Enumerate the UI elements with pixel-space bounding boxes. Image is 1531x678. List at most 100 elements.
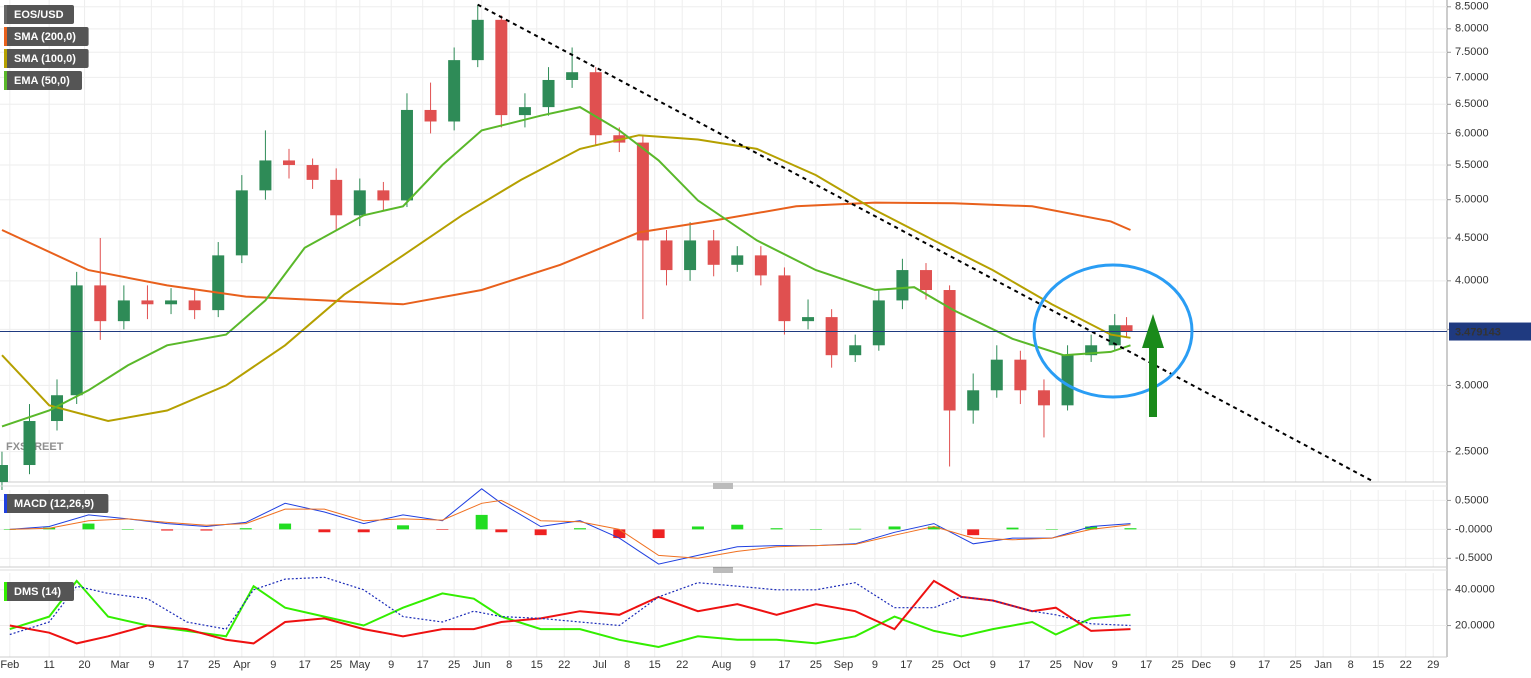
y-tick-label: 3.0000 [1455,379,1489,391]
y-tick-label: 6.0000 [1455,127,1489,139]
candle-body [849,345,862,356]
candle-body [660,240,673,271]
histogram-bar [652,529,665,539]
legend-swatch [4,49,7,68]
candle-body [920,270,933,291]
candle-body [896,270,909,301]
candle-body [518,107,531,116]
histogram-bar [82,523,95,530]
candle-body [778,275,791,322]
legend-box [4,27,89,46]
candle-body [872,300,885,346]
x-tick-label: 9 [990,659,996,671]
y-tick-label: 7.0000 [1455,71,1489,83]
histogram-bar [279,523,292,530]
x-tick-label: Dec [1191,659,1211,671]
legend-swatch [4,71,7,90]
x-tick-label: 15 [531,659,543,671]
candle-body [707,240,720,265]
histogram-bar [573,528,586,530]
x-tick-label: 9 [750,659,756,671]
candle-body [117,300,130,322]
x-tick-label: 15 [649,659,661,671]
histogram-bar [731,524,744,530]
y-tick-label: 8.5000 [1455,1,1489,13]
x-tick-label: 15 [1372,659,1384,671]
x-tick-label: 20 [78,659,90,671]
annotations [1032,263,1194,417]
legend-label: DMS (14) [14,586,61,598]
y-tick-label: 2.5000 [1455,446,1489,458]
candle-body [188,300,201,311]
x-tick-label: Mar [110,659,129,671]
x-tick-label: 25 [1289,659,1301,671]
candle-body [754,255,767,276]
legend-label: MACD (12,26,9) [14,498,94,510]
legend-box [4,5,74,24]
dms-line [9,579,1131,645]
candle-body [330,179,343,216]
histogram-bar [613,529,626,539]
x-tick-label: 25 [1172,659,1184,671]
highlight-ellipse [1032,263,1194,399]
legend-label: EMA (50,0) [14,75,70,87]
candle-body [1037,390,1050,406]
candle-body [589,72,602,136]
trendline [477,3,1375,483]
candle-body [802,317,815,322]
x-tick-label: Jan [1314,659,1332,671]
histogram-bar [691,526,704,530]
y-tick-label: 8.0000 [1455,23,1489,35]
histogram-bar [161,529,174,531]
y-tick-label: 0.5000 [1455,494,1489,506]
candle-body [306,165,319,180]
x-tick-label: Jun [473,659,491,671]
x-tick-label: 8 [624,659,630,671]
histogram-bar [888,526,901,530]
x-tick-label: 22 [558,659,570,671]
x-tick-label: Nov [1074,659,1094,671]
candle-body [212,255,225,311]
candle-body [400,109,413,201]
candle-body [566,72,579,80]
ma-line [1,106,1131,428]
legend-label: SMA (100,0) [14,53,76,65]
candle-body [731,255,744,265]
y-tick-label: 20.0000 [1455,619,1495,631]
x-tick-label: May [349,659,370,671]
histogram-bar [357,529,370,533]
candle-body [70,285,83,396]
x-tick-label: 9 [388,659,394,671]
legend-swatch [4,5,7,24]
histogram-bar [200,529,213,531]
x-tick-label: 22 [1400,659,1412,671]
x-tick-label: 17 [1140,659,1152,671]
x-tick-label: Aug [712,659,732,671]
histogram-bar [927,526,940,530]
legend-swatch [4,494,7,513]
x-tick-label: 17 [417,659,429,671]
y-tick-label: 7.5000 [1455,46,1489,58]
candle-body [1061,355,1074,406]
last-price-label: 3.479143 [1455,326,1501,338]
macd-line [9,488,1131,565]
x-tick-label: 29 [1427,659,1439,671]
ma-line [1,201,1131,306]
candle-body [825,317,838,356]
legend-swatch [4,582,7,601]
x-tick-label: 17 [177,659,189,671]
x-tick-label: 9 [1112,659,1118,671]
histogram-bar [475,514,488,530]
legend-label: SMA (200,0) [14,31,76,43]
macd-line [9,499,1131,559]
histogram-bar [239,528,252,530]
legend-box [4,49,89,68]
histogram-bar [1006,527,1019,530]
legend-box [4,494,109,513]
histogram-bar [495,529,508,533]
x-tick-label: 17 [1018,659,1030,671]
candle-body [424,109,437,122]
arrow-head [1142,314,1164,348]
